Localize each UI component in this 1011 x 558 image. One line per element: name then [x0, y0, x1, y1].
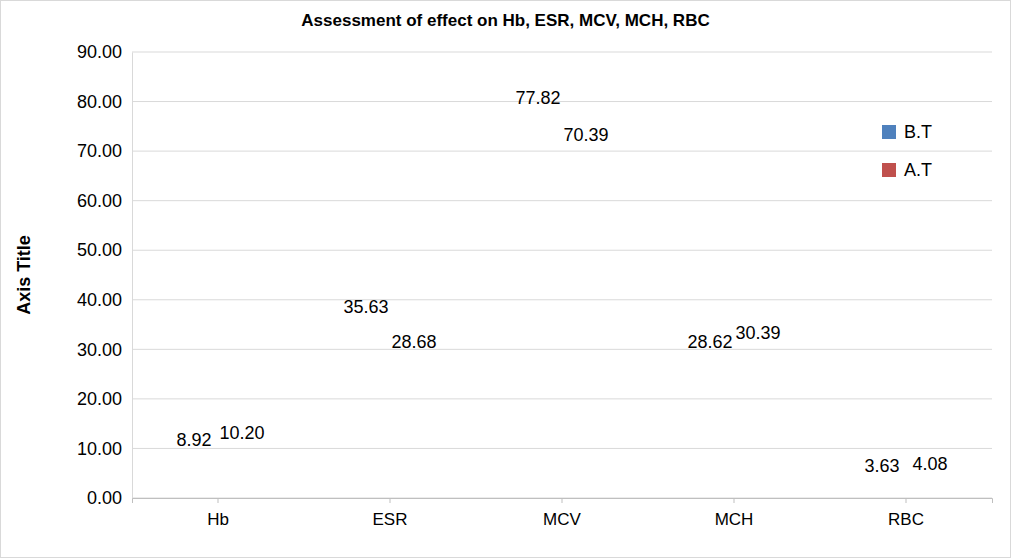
background [1, 1, 1011, 558]
x-tick-mark [218, 498, 219, 503]
data-label: 77.82 [515, 88, 560, 108]
y-tick-label: 0.00 [87, 488, 122, 508]
y-axis-title: Axis Title [14, 235, 34, 315]
y-tick-label: 20.00 [77, 389, 122, 409]
grid-line [132, 101, 992, 102]
data-label: 8.92 [176, 430, 211, 450]
grid-line [132, 200, 992, 201]
data-label: 4.08 [913, 454, 948, 474]
chart: Assessment of effect on Hb, ESR, MCV, MC… [0, 0, 1011, 558]
y-tick-label: 80.00 [77, 92, 122, 112]
data-label: 35.63 [343, 297, 388, 317]
x-tick: ESR [373, 498, 408, 529]
data-label: 28.68 [392, 332, 437, 352]
y-tick-label: 30.00 [77, 340, 122, 360]
y-tick: 70.00 [77, 141, 132, 161]
legend: B.T A.T [882, 122, 932, 180]
x-tick: MCH [715, 498, 754, 529]
y-tick-label: 50.00 [77, 240, 122, 260]
y-tick: 30.00 [77, 340, 132, 360]
legend-label: B.T [904, 122, 932, 142]
data-label: 28.62 [687, 332, 732, 352]
grid-line [132, 52, 992, 53]
y-tick-label: 60.00 [77, 191, 122, 211]
x-tick-label: MCV [543, 510, 581, 529]
legend-swatch [882, 125, 896, 139]
data-label: 3.63 [864, 456, 899, 476]
y-tick-label: 10.00 [77, 439, 122, 459]
y-tick: 60.00 [77, 191, 132, 211]
x-axis-line [133, 499, 993, 504]
x-tick-label: RBC [888, 510, 924, 529]
x-tick-mark [734, 498, 735, 503]
x-tick-mark [390, 498, 391, 503]
x-axis: Hb ESR MCV MCH RBC [133, 498, 993, 529]
title: Assessment of effect on Hb, ESR, MCV, MC… [301, 11, 709, 30]
legend-item: B.T [882, 122, 932, 142]
x-tick-label: MCH [715, 510, 754, 529]
grid-line [132, 398, 992, 399]
y-axis: 0.00 10.00 20.00 30.00 40.00 50.00 60.00 70.00 8… [77, 42, 133, 508]
x-tick: Hb [207, 498, 229, 529]
y-tick-label: 70.00 [77, 141, 122, 161]
x-tick-mark [906, 498, 907, 503]
data-label: 70.39 [564, 125, 609, 145]
x-tick-label: Hb [207, 510, 229, 529]
y-tick: 50.00 [77, 240, 132, 260]
y-axis-line [132, 53, 133, 499]
y-tick: 90.00 [77, 42, 132, 62]
x-tick: MCV [543, 498, 581, 529]
y-tick-label: 40.00 [77, 290, 122, 310]
y-tick: 20.00 [77, 389, 132, 409]
legend-swatch [882, 163, 896, 177]
data-labels: 8.92 35.63 77.82 28.62 3.63 10.20 28.68 70.39 30… [176, 88, 947, 476]
legend-item: A.T [882, 160, 932, 180]
y-tick-label: 90.00 [77, 42, 122, 62]
legend-label: A.T [904, 160, 932, 180]
grid [132, 52, 992, 498]
x-tick-label: ESR [373, 510, 408, 529]
x-tick-mark [562, 498, 563, 503]
grid-line [132, 448, 992, 449]
x-tick: RBC [888, 498, 924, 529]
grid-line [132, 250, 992, 251]
grid-line [132, 151, 992, 152]
data-label: 30.39 [736, 323, 781, 343]
grid-line [132, 349, 992, 350]
plot: 0.00 10.00 20.00 30.00 40.00 50.00 60.00 70.00 8… [77, 42, 993, 558]
y-tick: 10.00 [77, 439, 132, 459]
grid-line [132, 299, 992, 300]
data-label: 10.20 [220, 423, 265, 443]
y-tick: 80.00 [77, 92, 132, 112]
y-tick: 0.00 [87, 488, 132, 508]
y-tick: 40.00 [77, 290, 132, 310]
